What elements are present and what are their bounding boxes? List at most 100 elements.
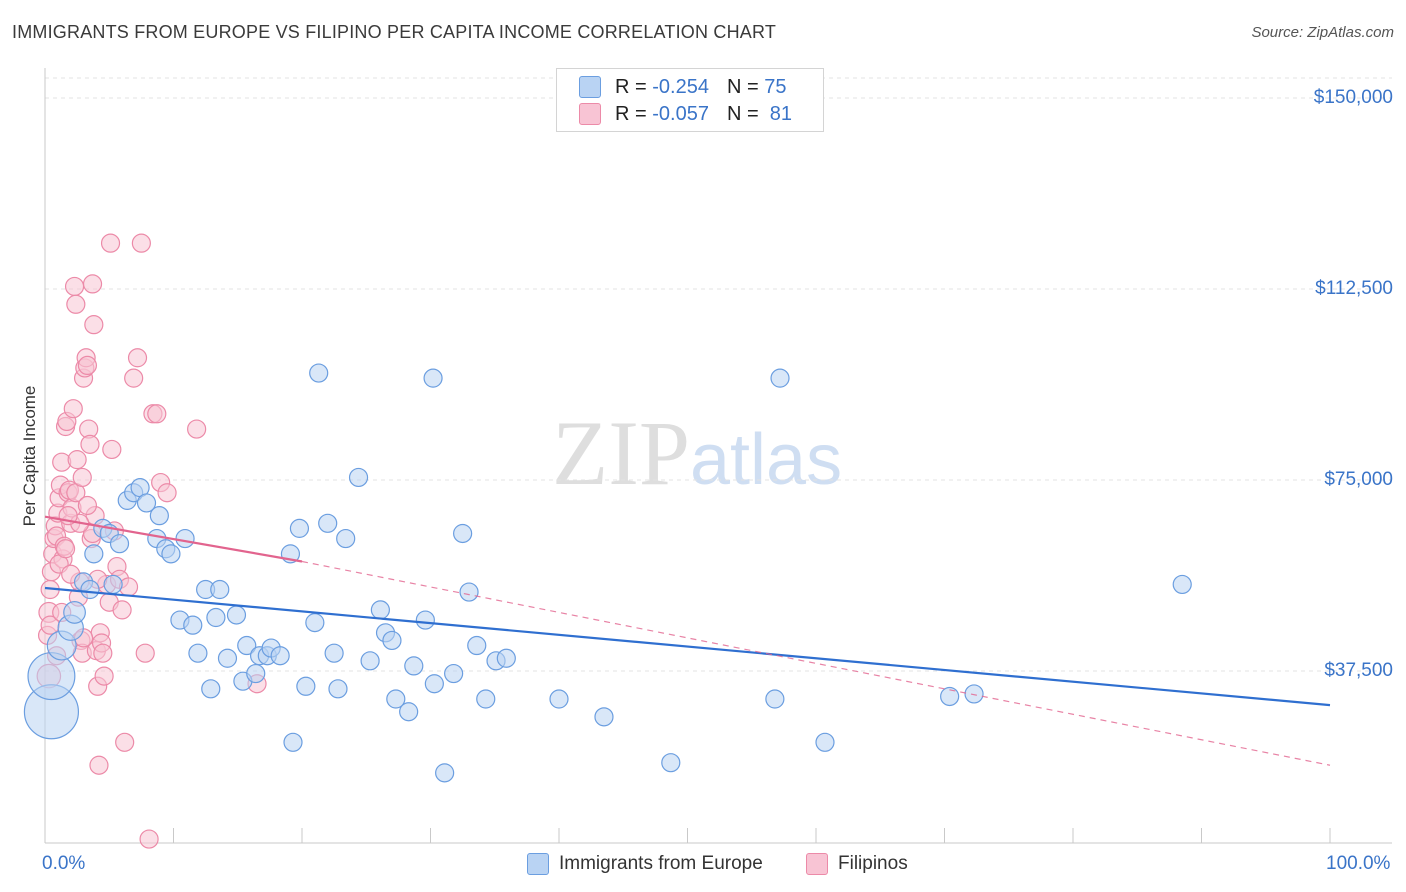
europe-point [188, 643, 208, 663]
europe-point [453, 523, 473, 544]
europe-point [27, 652, 76, 701]
europe-point [496, 648, 516, 668]
europe-point [324, 643, 344, 663]
europe-point [217, 648, 238, 668]
filipino-point [94, 666, 114, 686]
europe-point [360, 651, 380, 671]
filipino-point [127, 348, 148, 368]
legend-r-value: -0.254 [652, 75, 709, 98]
legend-r-label: R = [615, 102, 647, 125]
europe-point [183, 615, 203, 635]
legend-row-filipinos: R = -0.057 N = 81 [579, 101, 792, 127]
europe-point [80, 579, 100, 600]
europe-point [940, 686, 960, 707]
europe-point [136, 493, 157, 513]
europe-point [201, 679, 221, 699]
legend-item-europe[interactable]: Immigrants from Europe [527, 853, 763, 875]
legend-n-value: 75 [764, 75, 787, 98]
europe-point [964, 684, 984, 704]
europe-point [309, 363, 329, 383]
europe-point [467, 635, 487, 656]
europe-point [770, 368, 790, 388]
watermark-atlas: atlas [690, 420, 843, 500]
europe-point [336, 528, 356, 549]
europe-point [84, 544, 104, 564]
legend-swatch-pink [579, 103, 601, 125]
legend-n-value: 81 [769, 102, 793, 125]
filipino-point [89, 755, 109, 775]
europe-point [435, 763, 455, 783]
filipino-point [63, 399, 83, 419]
europe-point [386, 689, 406, 709]
europe-point [103, 574, 123, 595]
filipino-point [157, 483, 177, 503]
europe-point [348, 467, 369, 488]
legend-item-filipinos[interactable]: Filipinos [806, 853, 908, 875]
europe-point [444, 663, 464, 684]
filipino-point [66, 294, 86, 314]
filipino-point [77, 355, 98, 375]
watermark-zip: ZIP [552, 402, 690, 504]
filipino-point [131, 233, 151, 253]
legend-n-label: N = [726, 102, 759, 125]
europe-point [399, 702, 419, 722]
filipino-point [64, 276, 85, 297]
europe-point [415, 610, 435, 630]
europe-point [318, 513, 338, 533]
europe-point [404, 656, 424, 676]
filipino-point [115, 732, 135, 752]
x-tick-label-max: 100.0% [1326, 853, 1391, 874]
legend-swatch-blue [527, 853, 549, 875]
europe-point [289, 518, 310, 538]
europe-point [210, 579, 230, 600]
europe-point [175, 528, 195, 549]
y-tick-label: $150,000 [1313, 87, 1393, 108]
trend-line-europe [44, 586, 1331, 707]
legend-row-europe: R = -0.254 N = 75 [579, 74, 786, 100]
filipino-point [93, 643, 113, 663]
europe-point [549, 689, 569, 709]
x-tick-label-min: 0.0% [42, 853, 86, 874]
europe-point [283, 732, 303, 752]
legend-swatch-pink [806, 853, 828, 875]
europe-point [459, 582, 479, 602]
europe-point [161, 544, 181, 564]
filipino-point [67, 450, 87, 470]
europe-point [476, 689, 496, 709]
filipino-point [187, 419, 207, 439]
legend-r-label: R = [615, 75, 647, 98]
chart-title: IMMIGRANTS FROM EUROPE VS FILIPINO PER C… [12, 22, 777, 42]
europe-point [1172, 574, 1192, 595]
filipino-point [55, 539, 76, 559]
europe-point [370, 600, 390, 620]
legend-swatch-blue [579, 76, 601, 98]
legend-label-europe: Immigrants from Europe [559, 853, 763, 874]
trend-line-filipinos [44, 515, 303, 563]
europe-point [109, 534, 130, 554]
europe-point [765, 689, 785, 709]
europe-point [424, 674, 444, 694]
europe-point [63, 601, 86, 624]
trend-line-filipinos-dashed [301, 560, 1331, 766]
y-axis-label: Per Capita Income [20, 385, 39, 527]
europe-point [149, 506, 169, 526]
filipino-point [80, 434, 100, 454]
correlation-legend: R = -0.254 N = 75 R = -0.057 N = 81 [556, 68, 824, 132]
europe-point [382, 630, 402, 651]
filipino-point [102, 439, 122, 460]
europe-point [246, 663, 266, 684]
filipino-point [135, 643, 155, 663]
europe-point [661, 753, 681, 773]
europe-point [305, 613, 325, 633]
y-tick-label: $75,000 [1324, 469, 1393, 490]
filipino-point [112, 600, 132, 620]
filipino-point [72, 467, 92, 488]
filipino-point [147, 404, 167, 424]
filipino-point [82, 274, 103, 294]
filipino-point [139, 829, 159, 849]
europe-point [328, 679, 348, 699]
legend-n-label: N = [726, 75, 759, 98]
europe-point [206, 607, 226, 628]
filipino-point [77, 495, 98, 516]
legend-label-filipinos: Filipinos [838, 853, 908, 874]
